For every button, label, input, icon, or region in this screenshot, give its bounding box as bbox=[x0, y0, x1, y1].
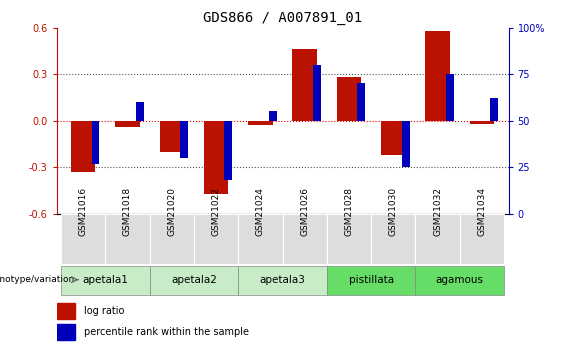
Text: GSM21028: GSM21028 bbox=[345, 187, 354, 236]
Bar bbox=[248, 121, 272, 125]
Text: GSM21022: GSM21022 bbox=[211, 188, 220, 236]
FancyBboxPatch shape bbox=[105, 214, 150, 264]
FancyBboxPatch shape bbox=[61, 214, 105, 264]
Bar bbox=[313, 65, 321, 121]
Bar bbox=[381, 121, 406, 155]
FancyBboxPatch shape bbox=[282, 214, 327, 264]
Text: apetala1: apetala1 bbox=[82, 275, 128, 285]
FancyBboxPatch shape bbox=[150, 266, 238, 295]
Text: GSM21024: GSM21024 bbox=[256, 188, 265, 236]
FancyBboxPatch shape bbox=[415, 266, 504, 295]
Bar bbox=[204, 121, 228, 194]
Text: GSM21030: GSM21030 bbox=[389, 187, 398, 236]
FancyBboxPatch shape bbox=[415, 214, 460, 264]
Bar bbox=[224, 121, 232, 180]
Text: GSM21018: GSM21018 bbox=[123, 187, 132, 236]
FancyBboxPatch shape bbox=[327, 266, 415, 295]
Bar bbox=[446, 74, 454, 121]
FancyBboxPatch shape bbox=[150, 214, 194, 264]
FancyBboxPatch shape bbox=[460, 214, 504, 264]
FancyBboxPatch shape bbox=[238, 266, 327, 295]
FancyBboxPatch shape bbox=[61, 266, 150, 295]
Bar bbox=[402, 121, 410, 167]
Text: agamous: agamous bbox=[436, 275, 484, 285]
Title: GDS866 / A007891_01: GDS866 / A007891_01 bbox=[203, 11, 362, 25]
Text: apetala2: apetala2 bbox=[171, 275, 217, 285]
Bar bbox=[115, 121, 140, 127]
Text: GSM21032: GSM21032 bbox=[433, 187, 442, 236]
Bar bbox=[490, 98, 498, 121]
FancyBboxPatch shape bbox=[327, 214, 371, 264]
Text: apetala3: apetala3 bbox=[259, 275, 306, 285]
Text: pistillata: pistillata bbox=[349, 275, 394, 285]
Bar bbox=[56, 324, 75, 340]
Bar bbox=[56, 303, 75, 319]
Bar bbox=[71, 121, 95, 172]
FancyBboxPatch shape bbox=[194, 214, 238, 264]
Bar bbox=[136, 102, 144, 121]
Text: genotype/variation: genotype/variation bbox=[0, 275, 75, 284]
Bar bbox=[293, 49, 317, 121]
Text: GSM21020: GSM21020 bbox=[167, 187, 176, 236]
Text: percentile rank within the sample: percentile rank within the sample bbox=[84, 327, 249, 337]
Bar bbox=[92, 121, 99, 164]
Bar bbox=[337, 77, 361, 121]
FancyBboxPatch shape bbox=[371, 214, 415, 264]
Bar bbox=[358, 83, 366, 121]
Text: GSM21026: GSM21026 bbox=[300, 187, 309, 236]
Text: GSM21034: GSM21034 bbox=[477, 187, 486, 236]
Text: GSM21016: GSM21016 bbox=[79, 187, 88, 236]
Text: log ratio: log ratio bbox=[84, 306, 124, 316]
Bar bbox=[470, 121, 494, 124]
Bar bbox=[180, 121, 188, 158]
Bar bbox=[269, 111, 277, 121]
FancyBboxPatch shape bbox=[238, 214, 282, 264]
Bar bbox=[425, 31, 450, 121]
Bar bbox=[159, 121, 184, 152]
